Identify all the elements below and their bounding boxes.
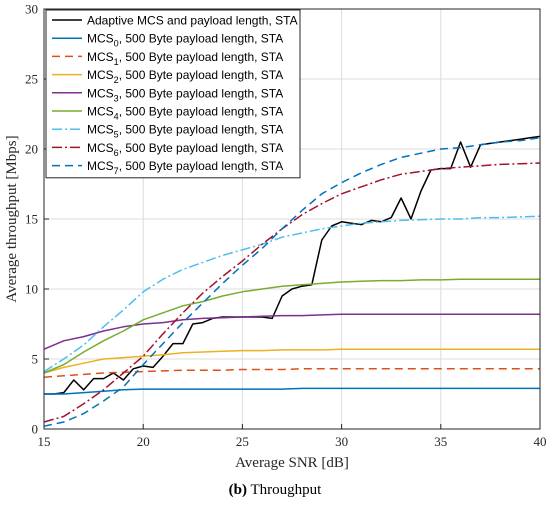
series-line-2 bbox=[43, 368, 540, 378]
y-tick-label: 10 bbox=[25, 282, 38, 297]
series-lines bbox=[43, 135, 541, 427]
legend-label-rest: , 500 Byte payload length, STA bbox=[119, 141, 284, 155]
legend-label-base: MCS bbox=[87, 105, 114, 119]
legend-label-base: MCS bbox=[87, 50, 114, 64]
series-line-3 bbox=[43, 348, 540, 374]
legend-label-rest: , 500 Byte payload length, STA bbox=[119, 68, 284, 82]
series-line-6 bbox=[43, 215, 541, 373]
legend-entry: MCS3, 500 Byte payload length, STA bbox=[87, 86, 283, 103]
legend-label-subscript: 4 bbox=[114, 112, 119, 122]
legend-label-base: MCS bbox=[87, 68, 114, 82]
legend-label-subscript: 2 bbox=[114, 75, 119, 85]
series-line-7 bbox=[43, 162, 541, 423]
legend-box bbox=[45, 9, 301, 179]
x-tick-label: 35 bbox=[434, 434, 447, 449]
x-tick-label: 20 bbox=[137, 434, 150, 449]
x-tick-label: 25 bbox=[236, 434, 249, 449]
series-line-8 bbox=[43, 137, 541, 427]
legend-label-base: MCS bbox=[87, 86, 114, 100]
legend-entry: MCS6, 500 Byte payload length, STA bbox=[87, 141, 283, 158]
legend-label-base: MCS bbox=[87, 159, 114, 173]
legend-entry: MCS0, 500 Byte payload length, STA bbox=[87, 32, 283, 49]
legend-entry: MCS1, 500 Byte payload length, STA bbox=[87, 50, 283, 67]
caption-label: (b) bbox=[228, 482, 248, 498]
y-axis-label: Average throughput [Mbps] bbox=[4, 135, 20, 302]
x-tick-label: 40 bbox=[534, 434, 547, 449]
legend-entry: MCS7, 500 Byte payload length, STA bbox=[87, 159, 283, 176]
figure-caption: (b) Throughput bbox=[0, 482, 550, 499]
x-axis-label: Average SNR [dB] bbox=[235, 455, 349, 471]
legend-label: Adaptive MCS and payload length, STA bbox=[87, 14, 298, 28]
legend-label-base: MCS bbox=[87, 141, 114, 155]
series-line-4 bbox=[43, 313, 540, 350]
legend-label-rest: , 500 Byte payload length, STA bbox=[119, 159, 284, 173]
legend-entry: MCS5, 500 Byte payload length, STA bbox=[87, 123, 283, 140]
legend-label-rest: , 500 Byte payload length, STA bbox=[119, 86, 284, 100]
legend-label-subscript: 3 bbox=[114, 93, 119, 103]
legend-entry: MCS2, 500 Byte payload length, STA bbox=[87, 68, 283, 85]
legend-label-subscript: 7 bbox=[114, 166, 119, 176]
series-line-0 bbox=[44, 135, 541, 395]
y-tick-label: 25 bbox=[25, 72, 38, 87]
legend-label-rest: , 500 Byte payload length, STA bbox=[119, 50, 284, 64]
legend-label-rest: , 500 Byte payload length, STA bbox=[119, 105, 284, 119]
y-tick-label: 0 bbox=[32, 422, 39, 437]
legend-entry: Adaptive MCS and payload length, STA bbox=[87, 14, 298, 28]
y-tick-label: 5 bbox=[32, 352, 39, 367]
series-line-1 bbox=[44, 387, 540, 395]
legend-entry: MCS4, 500 Byte payload length, STA bbox=[87, 105, 283, 122]
legend-label-subscript: 0 bbox=[114, 39, 119, 49]
legend-label-rest: , 500 Byte payload length, STA bbox=[119, 123, 284, 137]
legend-label-subscript: 6 bbox=[114, 148, 119, 158]
y-tick-label: 20 bbox=[25, 142, 38, 157]
y-tick-label: 15 bbox=[25, 212, 38, 227]
y-tick-label: 30 bbox=[25, 2, 38, 17]
legend: Adaptive MCS and payload length, STAMCS0… bbox=[45, 9, 301, 179]
legend-label-subscript: 1 bbox=[114, 57, 119, 67]
series-line-5 bbox=[43, 278, 540, 374]
x-tick-label: 15 bbox=[38, 434, 51, 449]
legend-label-rest: , 500 Byte payload length, STA bbox=[119, 32, 284, 46]
legend-label-subscript: 5 bbox=[114, 130, 119, 140]
x-tick-label: 30 bbox=[335, 434, 348, 449]
caption-text: Throughput bbox=[247, 482, 322, 498]
legend-label-base: MCS bbox=[87, 32, 114, 46]
legend-label-base: MCS bbox=[87, 123, 114, 137]
